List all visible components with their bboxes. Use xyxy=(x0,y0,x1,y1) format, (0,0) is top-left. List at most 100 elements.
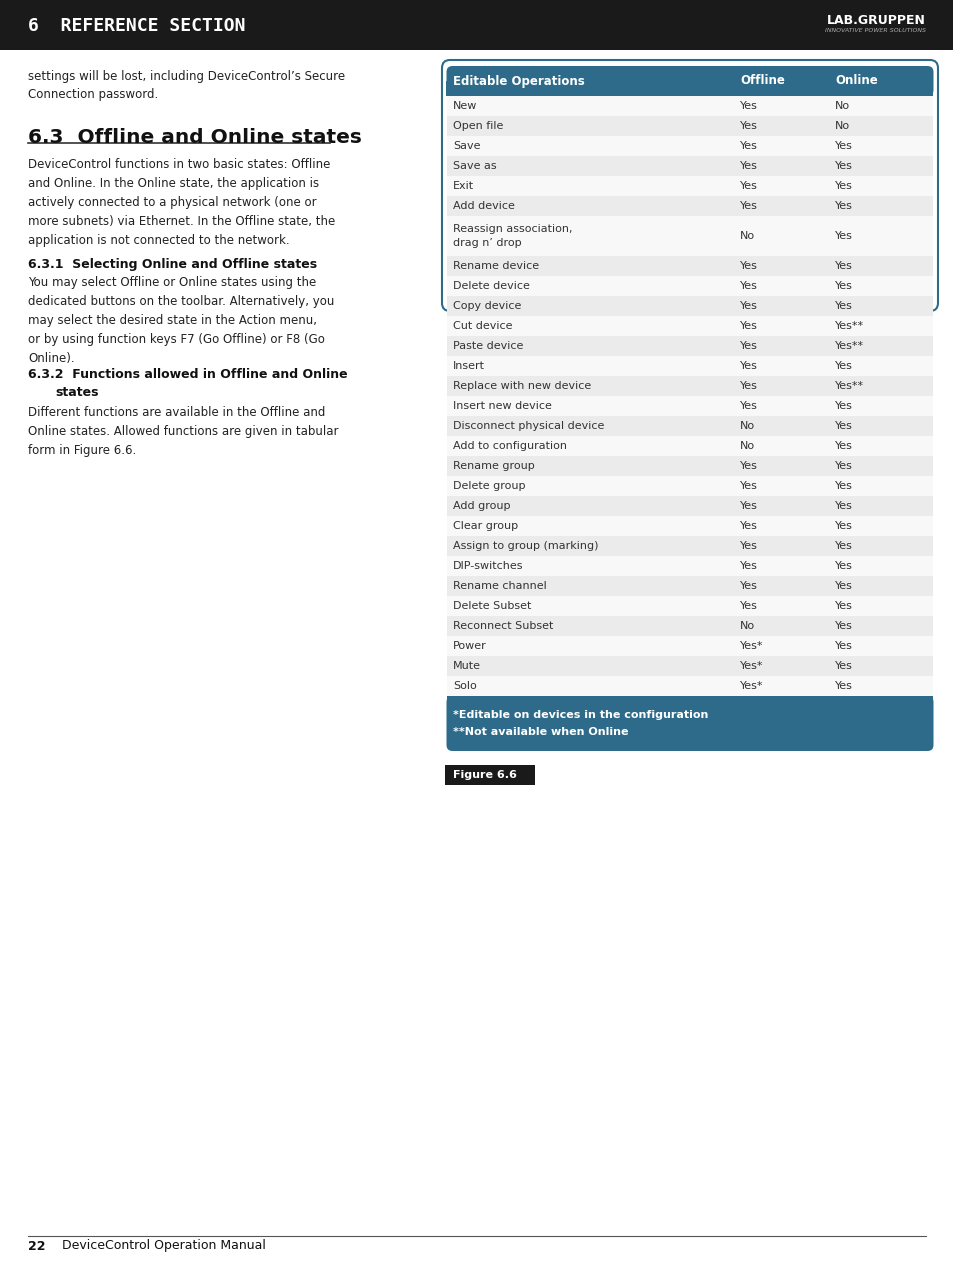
Text: Yes: Yes xyxy=(834,401,852,411)
Text: Yes: Yes xyxy=(740,501,757,511)
Bar xyxy=(447,96,932,115)
FancyBboxPatch shape xyxy=(441,60,937,311)
Text: No: No xyxy=(740,231,755,241)
Bar xyxy=(447,637,932,656)
Text: Save as: Save as xyxy=(453,161,497,171)
Text: Yes: Yes xyxy=(740,281,757,290)
Text: Yes: Yes xyxy=(834,441,852,451)
Text: Yes: Yes xyxy=(740,521,757,531)
Bar xyxy=(447,436,932,456)
Text: Clear group: Clear group xyxy=(453,521,517,531)
Text: *Editable on devices in the configuration: *Editable on devices in the configuratio… xyxy=(453,710,708,720)
Bar xyxy=(447,176,932,197)
Text: Yes: Yes xyxy=(740,120,757,131)
Bar xyxy=(447,696,932,724)
Text: Yes: Yes xyxy=(834,681,852,691)
Text: Yes*: Yes* xyxy=(740,681,762,691)
Text: You may select Offline or Online states using the
dedicated buttons on the toolb: You may select Offline or Online states … xyxy=(28,276,334,365)
Bar xyxy=(447,295,932,316)
Text: Yes: Yes xyxy=(740,380,757,391)
Bar xyxy=(447,136,932,156)
Bar xyxy=(447,616,932,637)
Bar xyxy=(447,656,932,676)
Text: Insert: Insert xyxy=(453,361,484,372)
Text: Yes: Yes xyxy=(834,642,852,650)
Text: Different functions are available in the Offline and
Online states. Allowed func: Different functions are available in the… xyxy=(28,406,338,456)
Bar xyxy=(447,576,932,596)
Text: Figure 6.6: Figure 6.6 xyxy=(453,770,517,780)
Text: Rename channel: Rename channel xyxy=(453,581,546,591)
Text: Mute: Mute xyxy=(453,661,480,671)
Text: Save: Save xyxy=(453,141,480,151)
Text: Yes: Yes xyxy=(834,462,852,470)
Text: DeviceControl Operation Manual: DeviceControl Operation Manual xyxy=(62,1240,266,1253)
Bar xyxy=(447,456,932,476)
Text: Yes: Yes xyxy=(834,141,852,151)
Text: Yes: Yes xyxy=(740,261,757,271)
Text: Assign to group (marking): Assign to group (marking) xyxy=(453,541,598,552)
Bar xyxy=(447,197,932,216)
Bar xyxy=(447,156,932,176)
Text: Online: Online xyxy=(834,75,877,87)
Bar xyxy=(447,416,932,436)
Text: Yes: Yes xyxy=(834,161,852,171)
Text: Yes: Yes xyxy=(834,361,852,372)
Text: Yes: Yes xyxy=(740,401,757,411)
Bar xyxy=(446,81,933,96)
Text: Delete group: Delete group xyxy=(453,481,525,491)
Bar xyxy=(447,336,932,356)
Text: Add to configuration: Add to configuration xyxy=(453,441,566,451)
Text: Yes: Yes xyxy=(740,101,757,112)
Text: Yes: Yes xyxy=(740,141,757,151)
Text: settings will be lost, including DeviceControl’s Secure
Connection password.: settings will be lost, including DeviceC… xyxy=(28,70,345,101)
Text: 6.3.2  Functions allowed in Offline and Online: 6.3.2 Functions allowed in Offline and O… xyxy=(28,368,347,380)
Text: Yes: Yes xyxy=(740,462,757,470)
Bar xyxy=(447,496,932,516)
Text: Yes*: Yes* xyxy=(740,661,762,671)
Text: Yes: Yes xyxy=(740,560,757,571)
Text: Yes: Yes xyxy=(740,541,757,552)
Bar xyxy=(447,316,932,336)
Text: Yes: Yes xyxy=(740,181,757,191)
Text: New: New xyxy=(453,101,476,112)
Bar xyxy=(447,356,932,377)
Text: Rename group: Rename group xyxy=(453,462,535,470)
Bar xyxy=(444,765,535,785)
Text: No: No xyxy=(834,120,849,131)
Text: INNOVATIVE POWER SOLUTIONS: INNOVATIVE POWER SOLUTIONS xyxy=(824,28,925,33)
Text: DeviceControl functions in two basic states: Offline
and Online. In the Online s: DeviceControl functions in two basic sta… xyxy=(28,158,335,247)
Text: 6.3.1  Selecting Online and Offline states: 6.3.1 Selecting Online and Offline state… xyxy=(28,257,316,271)
Text: 22: 22 xyxy=(28,1240,46,1253)
Text: Yes: Yes xyxy=(834,421,852,431)
Text: Editable Operations: Editable Operations xyxy=(453,75,584,87)
Text: Yes: Yes xyxy=(834,261,852,271)
Text: Yes: Yes xyxy=(834,521,852,531)
Text: Yes**: Yes** xyxy=(834,321,863,331)
Text: Copy device: Copy device xyxy=(453,301,521,311)
Text: Yes: Yes xyxy=(834,581,852,591)
Text: Cut device: Cut device xyxy=(453,321,512,331)
Text: Yes: Yes xyxy=(740,601,757,611)
Text: Yes**: Yes** xyxy=(834,341,863,351)
Bar xyxy=(447,676,932,696)
Text: Add device: Add device xyxy=(453,202,515,210)
Text: Add group: Add group xyxy=(453,501,510,511)
Text: DIP-switches: DIP-switches xyxy=(453,560,523,571)
Text: Yes: Yes xyxy=(834,481,852,491)
Text: Replace with new device: Replace with new device xyxy=(453,380,591,391)
Bar xyxy=(447,377,932,396)
Bar xyxy=(447,276,932,295)
Text: Exit: Exit xyxy=(453,181,474,191)
Text: Yes: Yes xyxy=(834,560,852,571)
Text: Paste device: Paste device xyxy=(453,341,523,351)
Text: 6  REFERENCE SECTION: 6 REFERENCE SECTION xyxy=(28,16,245,36)
Text: Yes**: Yes** xyxy=(834,380,863,391)
Text: Yes: Yes xyxy=(740,301,757,311)
Text: No: No xyxy=(834,101,849,112)
Text: Yes: Yes xyxy=(740,581,757,591)
Bar xyxy=(447,115,932,136)
FancyBboxPatch shape xyxy=(446,66,933,96)
Text: Yes: Yes xyxy=(834,621,852,631)
Text: Power: Power xyxy=(453,642,486,650)
Text: Yes: Yes xyxy=(740,202,757,210)
